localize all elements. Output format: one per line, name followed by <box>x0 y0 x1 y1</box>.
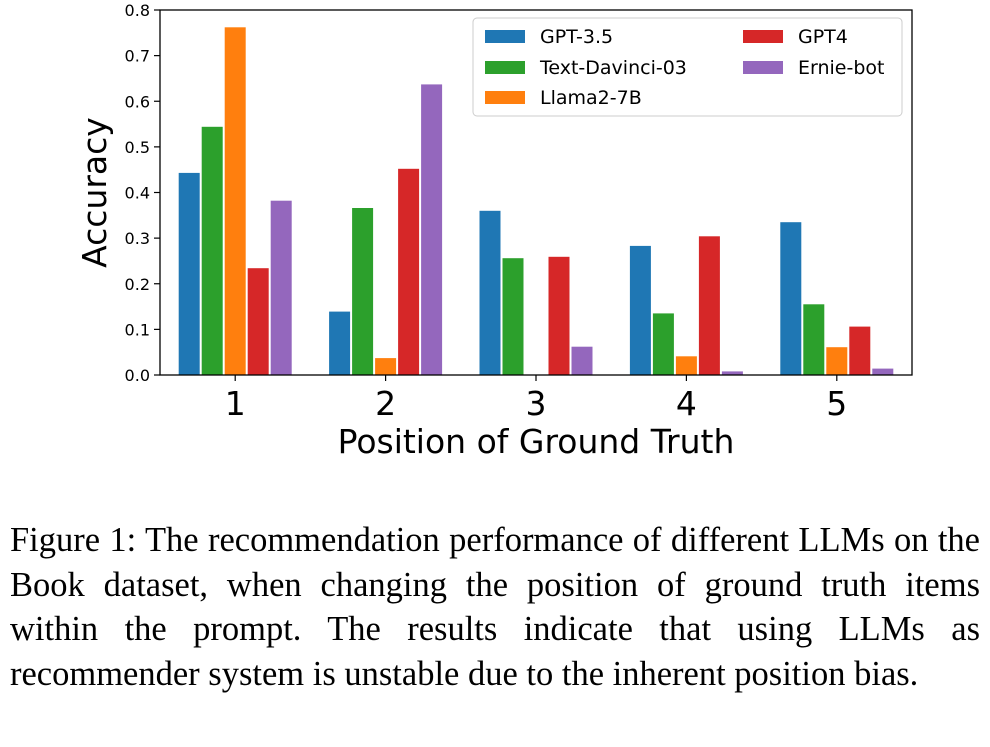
bar-text-davinci-03-pos-5 <box>803 304 825 375</box>
legend-label: Llama2-7B <box>540 87 642 109</box>
bar-gpt4-pos-5 <box>849 326 871 375</box>
y-tick-label: 0.5 <box>125 138 150 157</box>
legend-label: GPT4 <box>798 26 848 48</box>
legend-swatch <box>485 91 525 104</box>
y-axis-title: Accuracy <box>75 117 114 268</box>
bar-gpt-3-5-pos-4 <box>629 245 651 375</box>
x-tick-label: 1 <box>225 384 246 423</box>
legend-swatch <box>743 61 783 74</box>
bar-ernie-bot-pos-5 <box>872 368 894 375</box>
bar-llama2-7b-pos-2 <box>375 358 397 375</box>
bar-llama2-7b-pos-1 <box>224 27 246 376</box>
bar-text-davinci-03-pos-4 <box>652 313 674 375</box>
x-tick-label: 5 <box>826 384 847 423</box>
bar-ernie-bot-pos-2 <box>421 84 443 376</box>
y-tick-label: 0.6 <box>125 92 150 111</box>
legend-frame <box>472 17 903 117</box>
bar-gpt-3-5-pos-5 <box>780 222 802 375</box>
bar-llama2-7b-pos-5 <box>826 347 848 375</box>
y-tick-label: 0.0 <box>125 366 150 385</box>
legend-swatch <box>485 61 525 74</box>
legend-swatch <box>485 30 525 43</box>
bar-text-davinci-03-pos-1 <box>201 126 223 375</box>
y-axis: 0.0 0.1 0.2 0.3 0.4 0.5 0.6 0.7 0.8 <box>125 1 160 385</box>
legend: GPT-3.5 Text-Davinci-03 Llama2-7B GPT4 Ernie… <box>472 17 903 117</box>
y-tick-label: 0.2 <box>125 275 150 294</box>
y-tick-label: 0.1 <box>125 320 150 339</box>
bars-group <box>178 27 894 376</box>
x-tick-label: 4 <box>676 384 697 423</box>
bar-gpt4-pos-2 <box>398 168 420 375</box>
bar-gpt4-pos-4 <box>698 236 720 375</box>
bar-llama2-7b-pos-4 <box>675 356 697 375</box>
bar-chart: 0.0 0.1 0.2 0.3 0.4 0.5 0.6 0.7 0.8 1 2 3 4 5 Positi… <box>75 1 913 461</box>
x-axis-title: Position of Ground Truth <box>338 422 735 461</box>
x-tick-label: 3 <box>526 384 547 423</box>
x-tick-label: 2 <box>375 384 396 423</box>
legend-swatch <box>743 30 783 43</box>
bar-gpt-3-5-pos-3 <box>479 210 501 375</box>
bar-gpt4-pos-1 <box>247 268 269 375</box>
y-tick-label: 0.3 <box>125 229 150 248</box>
bar-ernie-bot-pos-4 <box>721 371 743 375</box>
figure-caption: Figure 1: The recommendation performance… <box>10 521 980 693</box>
bar-ernie-bot-pos-3 <box>571 346 593 375</box>
y-tick-label: 0.7 <box>125 47 150 66</box>
legend-label: Text-Davinci-03 <box>539 57 687 79</box>
bar-text-davinci-03-pos-3 <box>502 258 524 375</box>
bar-gpt4-pos-3 <box>548 256 570 375</box>
bar-gpt-3-5-pos-2 <box>329 311 351 375</box>
bar-ernie-bot-pos-1 <box>270 200 292 375</box>
legend-label: GPT-3.5 <box>540 26 613 48</box>
chart-canvas: 0.0 0.1 0.2 0.3 0.4 0.5 0.6 0.7 0.8 1 2 3 4 5 Positi… <box>75 1 913 461</box>
legend-label: Ernie-bot <box>798 57 884 79</box>
x-axis: 1 2 3 4 5 <box>225 375 847 423</box>
y-tick-label: 0.4 <box>125 184 150 203</box>
bar-text-davinci-03-pos-2 <box>352 208 374 375</box>
bar-gpt-3-5-pos-1 <box>178 172 200 375</box>
y-tick-label: 0.8 <box>125 1 150 20</box>
